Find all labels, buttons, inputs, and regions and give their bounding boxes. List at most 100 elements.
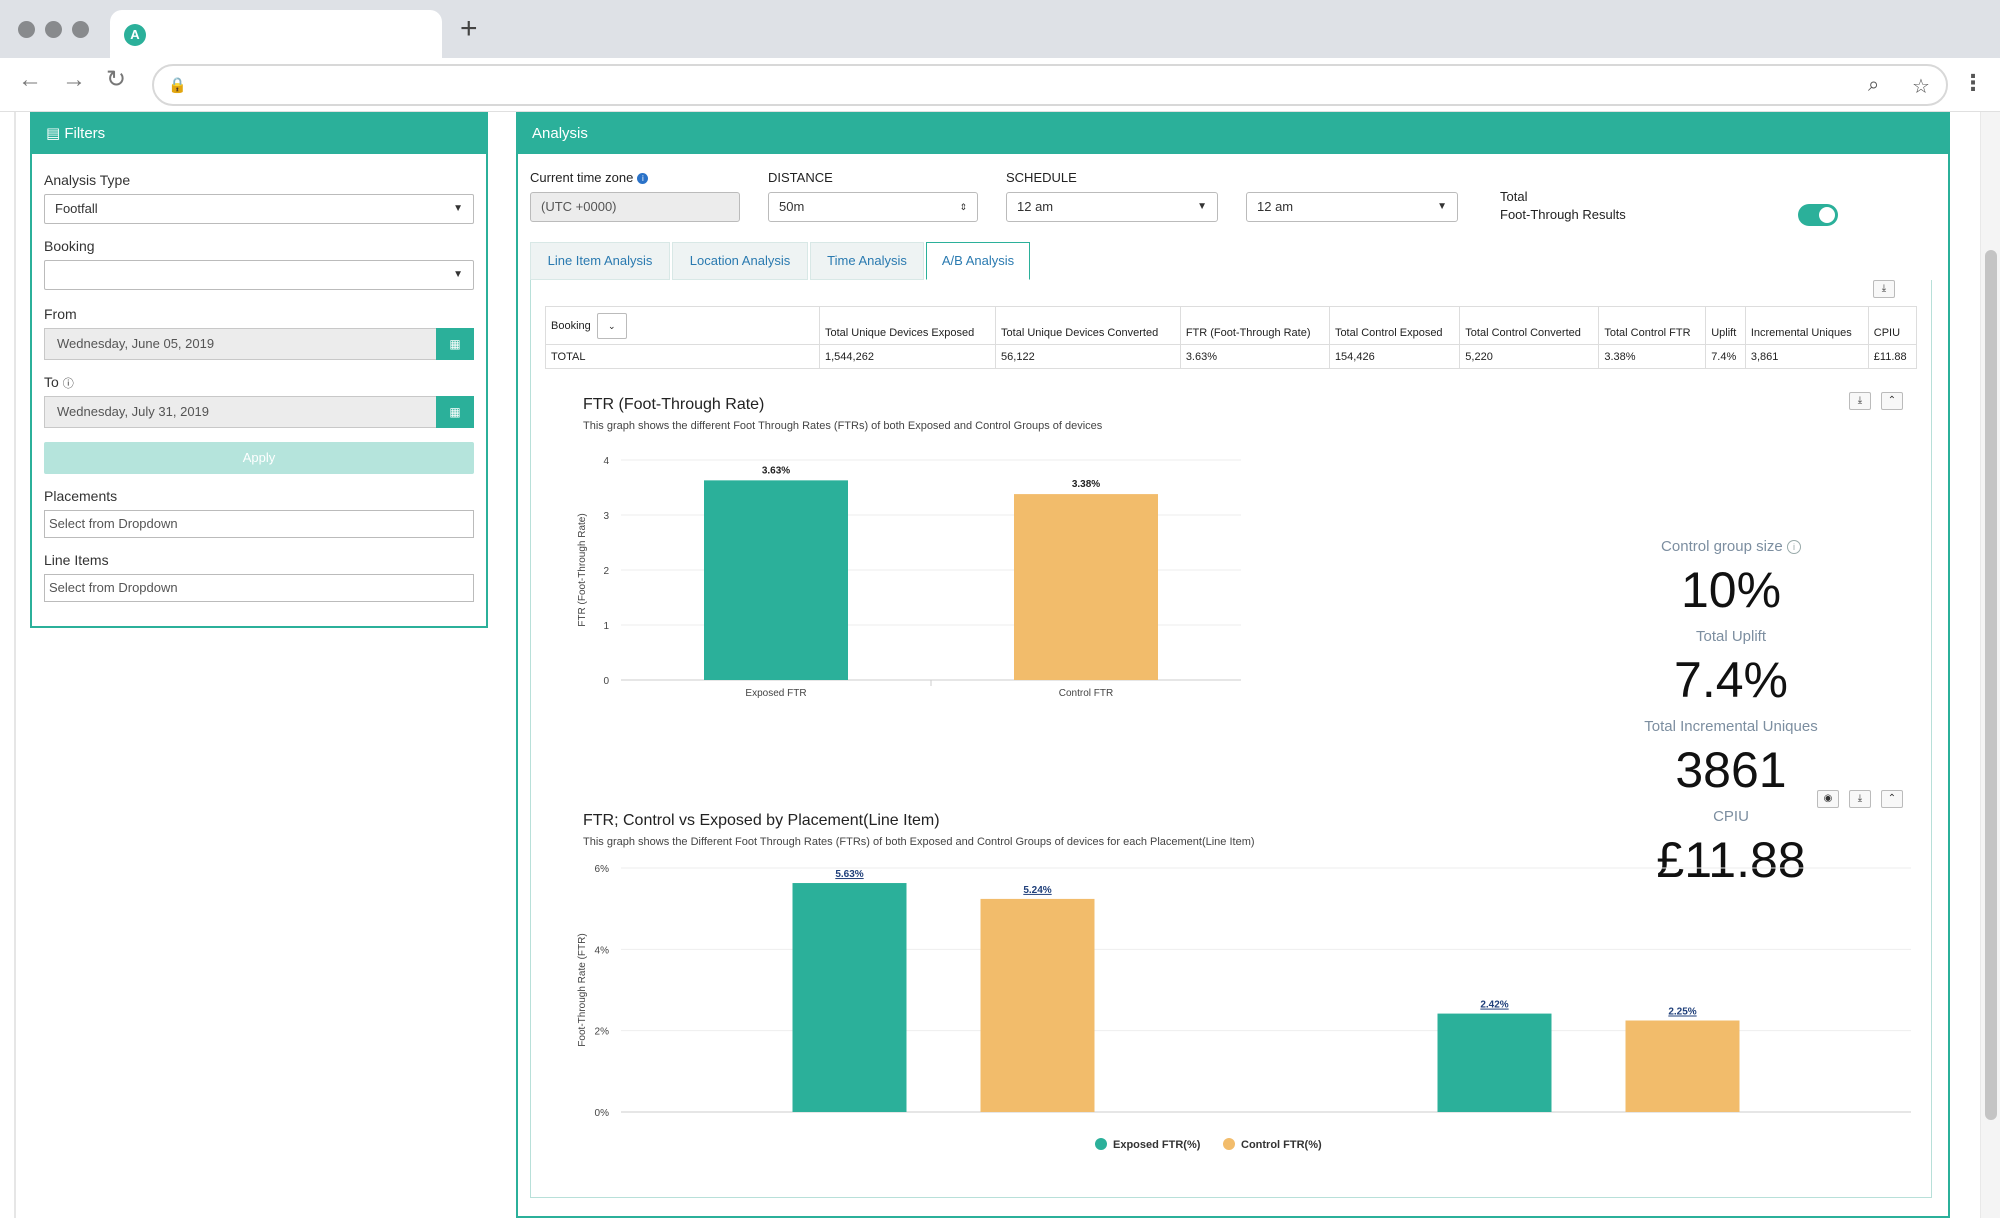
data-label: 3.38% [1072, 479, 1100, 490]
schedule-to-value: 12 am [1257, 199, 1294, 214]
address-bar[interactable]: 🔒 ⌕ ☆ [152, 64, 1948, 106]
table-row: TOTAL 1,544,262 56,122 3.63% 154,426 5,2… [545, 344, 1918, 369]
eye-icon[interactable]: ◉ [1817, 790, 1839, 808]
table-header: Total Unique Devices Exposed [818, 306, 997, 345]
from-date-input[interactable]: Wednesday, June 05, 2019 ▦ [44, 328, 474, 360]
info-icon[interactable]: i [1786, 540, 1801, 554]
table-cell: £11.88 [1867, 344, 1918, 369]
line-items-label: Line Items [44, 552, 109, 568]
bar [980, 898, 1095, 1112]
distance-value: 50m [779, 199, 805, 214]
uplift-value: 7.4% [1674, 652, 1788, 708]
tab-time-analysis[interactable]: Time Analysis [810, 242, 924, 280]
forward-icon[interactable]: → [62, 66, 86, 93]
maximize-window-icon[interactable] [72, 21, 89, 38]
download-icon[interactable]: ⤓ [1849, 790, 1871, 808]
browser-menu-icon[interactable]: ⋮ [1962, 70, 1984, 95]
back-icon[interactable]: ← [18, 66, 42, 93]
ftr-bar-chart: 0 1 2 3 4 FTR (Foot-Through Rate) 3.63% Exposed… [577, 456, 1241, 699]
y-tick-label: 0% [595, 1108, 610, 1119]
info-icon[interactable]: i [637, 173, 649, 184]
table-header: Total Control Exposed [1328, 306, 1461, 345]
new-tab-icon[interactable]: + [460, 12, 478, 45]
chevron-down-icon: ▼ [1197, 201, 1207, 212]
line-items-input[interactable]: Select from Dropdown [44, 574, 474, 602]
tab-location-analysis[interactable]: Location Analysis [672, 242, 808, 280]
page-left-border [14, 112, 16, 1218]
collapse-icon[interactable]: ⌃ [1881, 392, 1903, 410]
minimize-window-icon[interactable] [45, 21, 62, 38]
table-header: FTR (Foot-Through Rate) [1179, 306, 1330, 345]
reload-icon[interactable]: ↻ [106, 66, 127, 93]
page-scrollbar[interactable] [1980, 112, 2000, 1218]
bookmark-star-icon[interactable]: ☆ [1912, 76, 1930, 98]
close-window-icon[interactable] [18, 21, 35, 38]
placement-bar-chart: 0% 2% 4% 6% Foot-Through Rate (FTR) 5.63% 5.24… [577, 864, 1911, 1151]
legend-marker [1223, 1138, 1235, 1150]
timezone-field: (UTC +0000) [530, 192, 740, 222]
placements-input[interactable]: Select from Dropdown [44, 510, 474, 538]
total-results-toggle[interactable] [1798, 204, 1838, 226]
data-label: 5.63% [835, 869, 863, 880]
calendar-icon[interactable]: ▦ [436, 328, 474, 360]
data-label: 2.42% [1480, 1000, 1508, 1011]
distance-select[interactable]: 50m ⇕ [768, 192, 978, 222]
app-logo-icon: A [124, 24, 146, 46]
to-date-input[interactable]: Wednesday, July 31, 2019 ▦ [44, 396, 474, 428]
schedule-from-value: 12 am [1017, 199, 1054, 214]
to-label-text: To [44, 374, 59, 390]
timezone-label: Current time zone i [530, 170, 649, 185]
summary-table: Booking ⌄ Total Unique Devices Exposed To… [545, 306, 1918, 369]
table-cell: 3,861 [1744, 344, 1869, 369]
y-tick-label: 4% [595, 945, 610, 956]
data-label: 2.25% [1668, 1007, 1696, 1018]
scrollbar-thumb[interactable] [1985, 250, 1997, 1120]
table-cell: 3.38% [1598, 344, 1707, 369]
placements-label: Placements [44, 488, 118, 504]
lock-icon: 🔒 [168, 77, 187, 94]
schedule-from-select[interactable]: 12 am ▼ [1006, 192, 1218, 222]
table-cell: 5,220 [1459, 344, 1600, 369]
data-label: 5.24% [1023, 885, 1051, 896]
distance-label: DISTANCE [768, 170, 833, 185]
browser-tab[interactable]: A [110, 10, 442, 58]
browser-tab-bar: A + [0, 0, 2000, 58]
booking-dropdown-icon[interactable]: ⌄ [596, 313, 627, 339]
booking-select[interactable]: ▼ [44, 260, 474, 290]
ab-analysis-content: ⤓ Booking ⌄ Total Unique Devices Exposed … [530, 280, 1932, 1198]
table-header: CPIU [1867, 306, 1918, 345]
download-icon[interactable]: ⤓ [1849, 392, 1871, 410]
zoom-icon[interactable]: ⌕ [1868, 74, 1880, 96]
stepper-icon: ⇕ [959, 202, 967, 212]
y-axis-label: FTR (Foot-Through Rate) [577, 513, 588, 626]
table-cell: 7.4% [1705, 344, 1746, 369]
apply-button[interactable]: Apply [44, 442, 474, 474]
analysis-type-select[interactable]: Footfall ▼ [44, 194, 474, 224]
cpiu-label: CPIU [1713, 808, 1749, 825]
control-group-label-text: Control group size [1661, 538, 1783, 555]
placement-chart-title: FTR; Control vs Exposed by Placement(Lin… [583, 812, 940, 829]
filter-icon: ▤ [46, 125, 65, 142]
calendar-icon[interactable]: ▦ [436, 396, 474, 428]
schedule-label: SCHEDULE [1006, 170, 1077, 185]
from-label: From [44, 306, 77, 322]
analysis-panel: Analysis Current time zone i (UTC +0000) … [516, 112, 1950, 1218]
total-results-label: Total Foot-Through Results [1500, 188, 1626, 224]
schedule-to-select[interactable]: 12 am ▼ [1246, 192, 1458, 222]
control-group-label: Control group size i [1611, 538, 1851, 555]
legend-label: Control FTR(%) [1241, 1139, 1322, 1151]
toggle-label-line1: Total [1500, 189, 1528, 204]
y-tick-label: 0 [603, 676, 609, 687]
download-icon[interactable]: ⤓ [1873, 280, 1895, 298]
table-header: Uplift [1705, 306, 1746, 345]
filters-title: Filters [64, 125, 106, 142]
tab-line-item-analysis[interactable]: Line Item Analysis [530, 242, 670, 280]
collapse-icon[interactable]: ⌃ [1881, 790, 1903, 808]
cpiu-value: £11.88 [1656, 832, 1806, 888]
y-tick-label: 2 [603, 566, 609, 577]
y-tick-label: 6% [595, 864, 610, 875]
tab-ab-analysis[interactable]: A/B Analysis [926, 242, 1030, 280]
table-header: Incremental Uniques [1744, 306, 1869, 345]
info-icon: ⓘ [62, 378, 74, 390]
bar [1437, 1013, 1552, 1112]
